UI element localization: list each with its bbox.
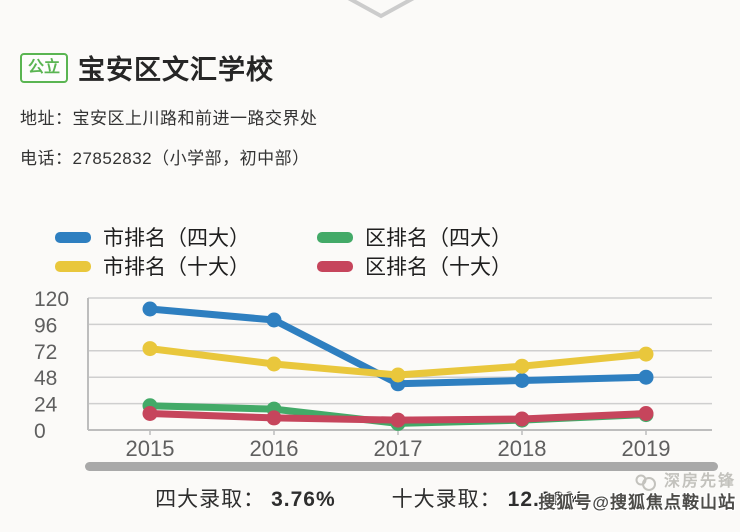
y-tick-label: 24 xyxy=(34,394,58,417)
data-point xyxy=(266,356,282,372)
address-value: 宝安区上川路和前进一路交界处 xyxy=(72,109,318,128)
data-point xyxy=(514,373,530,388)
stat-top4-label: 四大录取： xyxy=(155,488,266,511)
scrollbar-divider[interactable] xyxy=(85,462,718,471)
data-point xyxy=(266,410,282,426)
legend-label: 市排名（四大） xyxy=(103,227,250,250)
legend-swatch-red xyxy=(317,260,353,272)
school-title: 宝安区文汇学校 xyxy=(78,55,275,85)
chart-legend: 市排名（四大） 区排名（四大） 市排名（十大） 区排名（十大） xyxy=(55,224,579,279)
legend-swatch-blue xyxy=(55,231,91,243)
watermark-brand-text: 深房先锋 xyxy=(663,473,736,490)
chevron-down-icon xyxy=(347,0,415,19)
y-tick-label: 0 xyxy=(34,420,46,443)
data-point xyxy=(390,412,406,428)
legend-item-city-top4: 市排名（四大） xyxy=(55,224,317,250)
x-tick-label: 2015 xyxy=(126,436,175,461)
data-point xyxy=(638,346,654,362)
x-tick-label: 2016 xyxy=(250,436,299,461)
stat-top10-label: 十大录取： xyxy=(391,488,502,511)
legend-label: 区排名（四大） xyxy=(365,227,512,250)
address-line: 地址：宝安区上川路和前进一路交界处 xyxy=(20,104,318,129)
phone-value: 27852832（小学部，初中部） xyxy=(72,149,310,168)
school-header: 公立 宝安区文汇学校 xyxy=(20,48,274,87)
legend-swatch-green xyxy=(317,231,353,243)
stat-top10-admission: 十大录取： 12.20% xyxy=(392,483,585,513)
stat-top4-value: 3.76% xyxy=(271,488,336,511)
data-point xyxy=(142,301,158,317)
data-point xyxy=(390,367,406,383)
data-point xyxy=(142,341,158,357)
legend-item-district-top10: 区排名（十大） xyxy=(317,253,579,279)
y-tick-label: 72 xyxy=(34,341,57,364)
stat-top4-admission: 四大录取： 3.76% xyxy=(155,483,336,513)
x-tick-label: 2018 xyxy=(498,436,547,461)
data-point xyxy=(266,312,282,328)
x-tick-label: 2017 xyxy=(374,436,423,461)
brand-logo-icon xyxy=(635,474,656,491)
y-tick-label: 120 xyxy=(34,288,69,311)
school-type-badge: 公立 xyxy=(20,52,69,83)
stat-top10-value: 12.20% xyxy=(507,488,585,511)
data-point xyxy=(514,411,530,427)
data-point xyxy=(514,358,530,374)
phone-line: 电话：27852832（小学部，初中部） xyxy=(20,144,310,169)
y-tick-label: 48 xyxy=(34,367,57,390)
legend-swatch-yellow xyxy=(55,260,91,272)
y-tick-label: 96 xyxy=(34,314,57,337)
legend-label: 区排名（十大） xyxy=(365,256,512,279)
data-point xyxy=(638,369,654,385)
watermark-brand-row: 深房先锋 xyxy=(538,472,736,492)
data-point xyxy=(142,406,158,421)
legend-item-district-top4: 区排名（四大） xyxy=(317,224,579,250)
legend-item-city-top10: 市排名（十大） xyxy=(55,253,317,279)
legend-label: 市排名（十大） xyxy=(103,256,250,279)
watermark: 深房先锋 搜狐号@搜狐焦点鞍山站 xyxy=(538,472,736,513)
admission-stats: 四大录取： 3.76% 十大录取： 12.20% xyxy=(0,483,740,513)
watermark-account-text: 搜狐号@搜狐焦点鞍山站 xyxy=(538,493,736,512)
x-tick-label: 2019 xyxy=(622,436,671,461)
address-label: 地址： xyxy=(20,109,73,128)
data-point xyxy=(638,406,654,421)
phone-label: 电话： xyxy=(20,149,73,168)
